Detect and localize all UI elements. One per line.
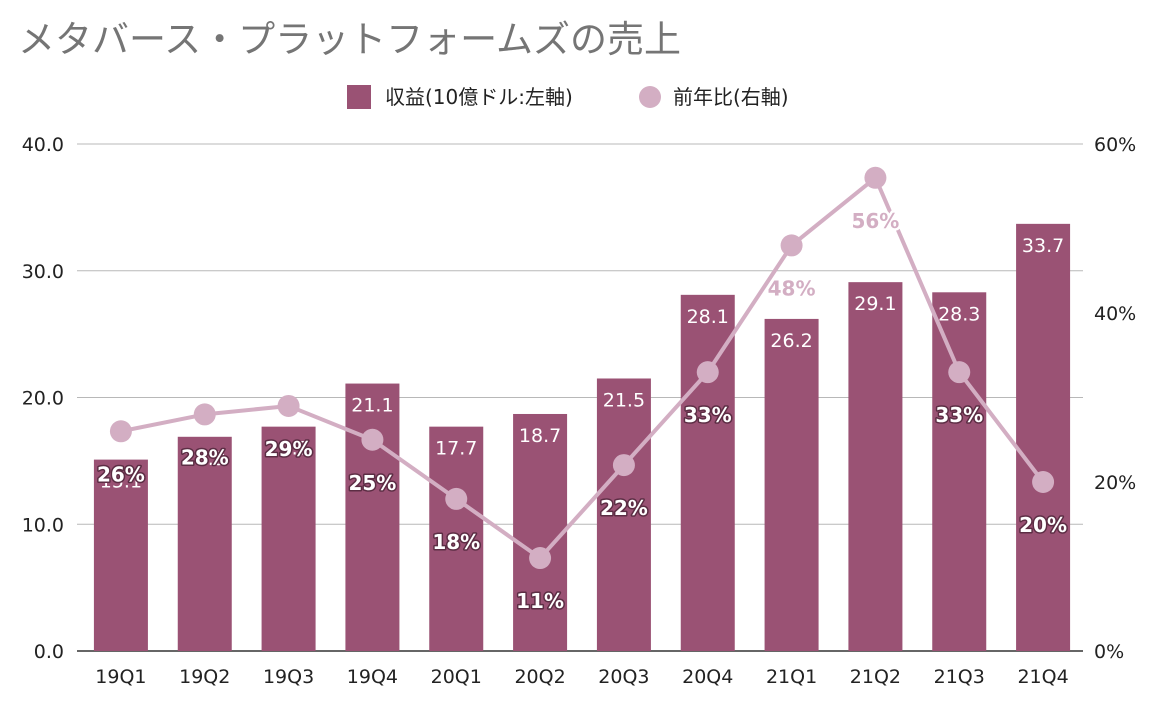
yoy-point [361, 428, 384, 451]
left-tick-label: 0.0 [34, 641, 64, 663]
right-tick-label: 0% [1094, 641, 1124, 663]
yoy-value-label: 11% [516, 589, 564, 613]
yoy-value-label: 33% [935, 403, 983, 427]
revenue-value-label: 17.7 [435, 438, 477, 460]
legend-label-revenue: 収益(10億ドル:左軸) [385, 85, 573, 109]
revenue-bar [345, 383, 400, 651]
revenue-value-label: 28.1 [687, 306, 729, 328]
yoy-point [696, 361, 719, 384]
yoy-point [193, 403, 216, 426]
revenue-value-label: 28.3 [938, 303, 980, 325]
yoy-value-label: 48% [768, 276, 816, 300]
legend: 収益(10億ドル:左軸) 前年比(右軸) [347, 85, 789, 109]
revenue-bar [848, 282, 903, 651]
yoy-value-label: 20% [1019, 513, 1067, 537]
revenue-bar [261, 426, 316, 651]
x-tick-label: 21Q1 [766, 666, 817, 688]
revenue-bar [177, 436, 232, 651]
x-axis-ticks: 19Q1 19Q2 19Q3 19Q4 20Q1 20Q2 20Q3 20Q4 21Q1 21Q2… [95, 666, 1068, 688]
revenue-value-label: 21.1 [351, 395, 393, 417]
right-axis-ticks: 0% 20% 40% 60% [1094, 134, 1136, 663]
x-tick-label: 19Q3 [263, 666, 314, 688]
right-tick-label: 40% [1094, 303, 1136, 325]
x-tick-label: 19Q4 [347, 666, 398, 688]
revenue-bar [1016, 223, 1071, 652]
revenue-value-label: 16.9 [184, 448, 226, 470]
revenue-value-label: 26.2 [770, 330, 812, 352]
yoy-value-label: 33% [684, 403, 732, 427]
left-tick-label: 10.0 [22, 514, 64, 536]
x-tick-label: 21Q3 [934, 666, 985, 688]
x-tick-label: 20Q3 [598, 666, 649, 688]
x-tick-label: 20Q1 [431, 666, 482, 688]
revenue-value-label: 21.5 [603, 389, 645, 411]
x-tick-label: 19Q2 [179, 666, 230, 688]
revenue-bar [764, 318, 819, 651]
x-tick-label: 21Q2 [850, 666, 901, 688]
right-tick-label: 60% [1094, 134, 1136, 156]
yoy-value-label: 56% [851, 209, 899, 233]
left-tick-label: 40.0 [22, 134, 64, 156]
left-axis-ticks: 0.0 10.0 20.0 30.0 40.0 [22, 134, 64, 663]
yoy-point [1032, 471, 1055, 493]
yoy-point [948, 361, 971, 384]
x-tick-label: 20Q4 [682, 666, 733, 688]
chart-title: メタバース・プラットフォームズの売上 [18, 18, 681, 61]
yoy-value-label: 25% [348, 471, 396, 495]
revenue-bar-labels: 15.1 16.9 17.7 21.1 17.7 18.7 21.5 28.1 26.2 29.1… [100, 235, 1064, 493]
yoy-point [864, 166, 887, 189]
revenue-bar [932, 292, 987, 651]
revenue-bars [93, 223, 1071, 652]
left-tick-label: 20.0 [22, 388, 64, 410]
yoy-line [109, 166, 1055, 570]
revenue-bar [93, 459, 148, 651]
yoy-point [277, 394, 300, 417]
right-tick-label: 20% [1094, 472, 1136, 494]
yoy-line-path [120, 175, 1045, 561]
yoy-point [529, 547, 552, 570]
x-tick-label: 20Q2 [514, 666, 565, 688]
x-tick-label: 19Q1 [95, 666, 146, 688]
revenue-value-label: 15.1 [100, 471, 142, 493]
yoy-value-label: 29% [265, 437, 313, 461]
yoy-point [445, 487, 468, 510]
revenue-value-label: 18.7 [519, 425, 561, 447]
x-tick-label: 21Q4 [1017, 666, 1068, 688]
yoy-point [612, 454, 635, 477]
revenue-bar [429, 426, 484, 651]
revenue-value-label: 29.1 [854, 293, 896, 315]
revenue-bar [513, 413, 568, 651]
revenue-value-label: 17.7 [267, 438, 309, 460]
yoy-value-label: 18% [432, 530, 480, 554]
yoy-value-label: 26% [97, 462, 145, 486]
yoy-value-label: 22% [600, 496, 648, 520]
yoy-point [109, 420, 132, 443]
legend-swatch-revenue [347, 85, 371, 109]
legend-label-yoy: 前年比(右軸) [673, 85, 789, 109]
revenue-bar [680, 294, 735, 651]
legend-marker-yoy [639, 86, 661, 108]
yoy-point [780, 234, 803, 257]
revenue-bar [596, 378, 651, 651]
yoy-value-label: 28% [181, 445, 229, 469]
left-tick-label: 30.0 [22, 261, 64, 283]
yoy-labels: 26% 28% 29% 25% 18% 11% 22% 33% 48% 56% 33% 20% [95, 206, 1068, 614]
revenue-value-label: 33.7 [1022, 235, 1064, 257]
